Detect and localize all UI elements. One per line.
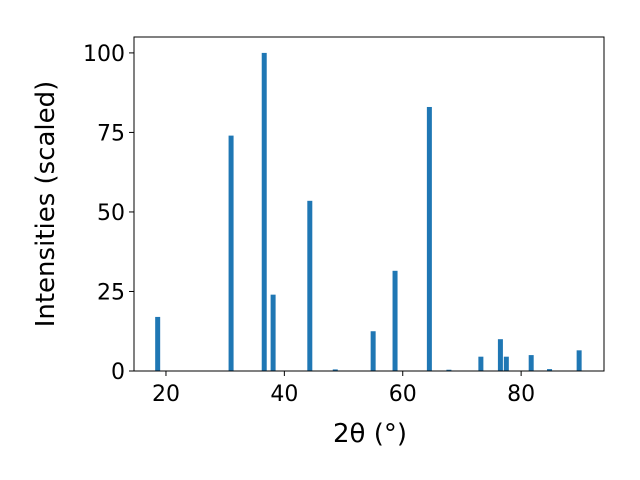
- bar: [497, 339, 503, 371]
- bar: [370, 331, 376, 371]
- plot-frame: [133, 36, 605, 372]
- y-tick-label: 75: [97, 121, 125, 146]
- bar: [446, 369, 452, 371]
- bar: [547, 369, 553, 371]
- y-tick-label: 50: [97, 201, 125, 226]
- bar: [261, 52, 267, 372]
- x-tick-label: 40: [270, 382, 298, 407]
- bar: [270, 294, 276, 371]
- bar: [528, 355, 534, 371]
- bar: [332, 369, 338, 371]
- x-tick-label: 20: [152, 382, 180, 407]
- bar: [576, 350, 582, 371]
- bar: [392, 270, 398, 371]
- x-tick-label: 80: [507, 382, 535, 407]
- bar: [426, 106, 432, 371]
- bar: [503, 356, 509, 371]
- bar: [228, 135, 234, 371]
- x-tick-label: 60: [389, 382, 417, 407]
- y-tick-label: 100: [83, 42, 125, 67]
- y-tick-label: 0: [111, 360, 125, 385]
- y-tick-label: 25: [97, 280, 125, 305]
- y-axis-label: Intensities (scaled): [31, 81, 61, 328]
- bar: [155, 316, 161, 371]
- bar: [478, 356, 484, 371]
- x-axis-label: 2θ (°): [333, 419, 407, 449]
- bar: [307, 200, 313, 371]
